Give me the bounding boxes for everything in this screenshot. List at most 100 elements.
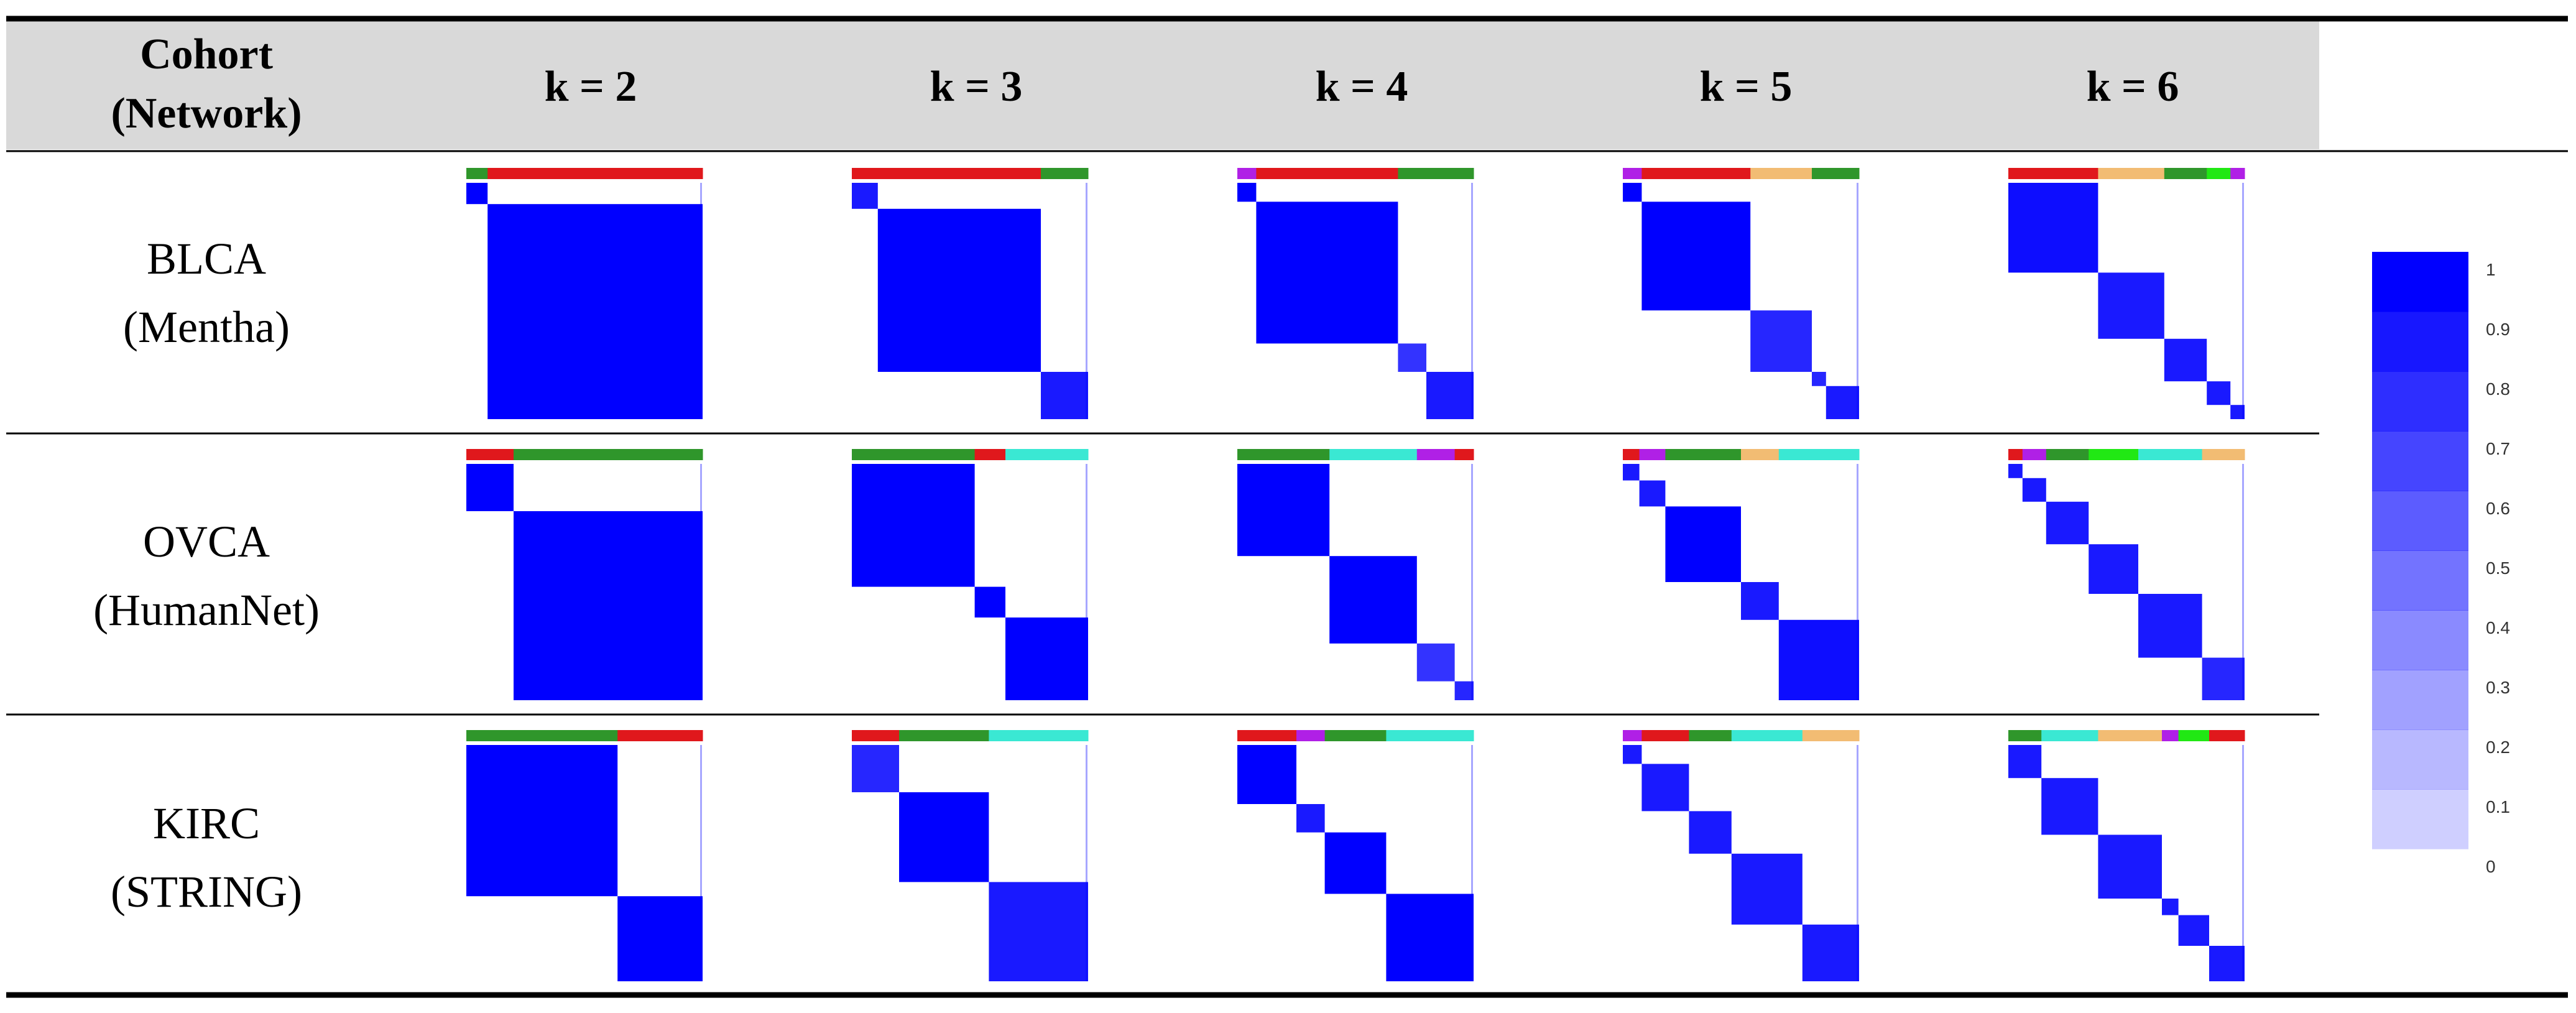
consensus-block <box>1324 832 1387 894</box>
colorbar-tick-label: 0.3 <box>2486 678 2510 697</box>
cluster-bar-segment <box>514 449 703 460</box>
matrix-edge <box>1471 464 1473 700</box>
consensus-block <box>2008 745 2042 779</box>
consensus-matrix-r3-k3 <box>852 730 1089 981</box>
cluster-bar-segment <box>2098 168 2165 179</box>
colorbar-swatch <box>2372 670 2468 730</box>
cluster-bar-segment <box>1426 168 1474 179</box>
consensus-matrix-r2-k3 <box>852 449 1089 700</box>
row-kirc-network: (STRING) <box>111 867 302 917</box>
cluster-bar-segment <box>1237 730 1297 741</box>
cluster-bar-segment <box>2162 730 2179 741</box>
colorbar-tick-label: 0.6 <box>2486 499 2510 518</box>
cluster-bar-segment <box>1641 168 1751 179</box>
cluster-bar-segment <box>974 449 1006 460</box>
consensus-block <box>466 745 618 897</box>
consensus-block <box>1826 386 1859 419</box>
consensus-block <box>1741 582 1779 620</box>
consensus-block <box>1623 183 1642 202</box>
consensus-matrix-r3-k5 <box>1623 730 1860 981</box>
consensus-block <box>466 464 514 511</box>
header-background <box>6 19 2319 149</box>
consensus-matrix-r2-k5 <box>1623 449 1860 700</box>
consensus-block <box>1802 924 1859 981</box>
consensus-block <box>2098 835 2162 899</box>
cluster-bar-segment <box>1665 449 1742 460</box>
cluster-bar-segment <box>1623 730 1642 741</box>
cluster-bar-segment <box>1237 449 1330 460</box>
cluster-bar-segment <box>1778 449 1860 460</box>
cluster-bar-segment <box>1802 730 1860 741</box>
colorbar-swatch <box>2372 371 2468 432</box>
colorbar-swatch <box>2372 312 2468 372</box>
cluster-bar-segment <box>1237 168 1257 179</box>
consensus-block <box>1237 745 1296 804</box>
cluster-bar-segment <box>2138 449 2203 460</box>
cluster-bar-segment <box>1005 449 1089 460</box>
header-cohort-line1: Cohort <box>140 30 273 78</box>
consensus-block <box>1731 853 1803 925</box>
consensus-block <box>2202 657 2245 700</box>
consensus-matrix-r1-k6 <box>2008 168 2245 419</box>
matrix-edge <box>1086 745 1087 981</box>
header-k4: k = 4 <box>1316 63 1408 111</box>
consensus-matrix-r3-k2 <box>466 730 703 981</box>
colorbar-tick-label: 0.5 <box>2486 558 2510 578</box>
cluster-bar-segment <box>466 168 488 179</box>
cluster-bar-segment <box>877 168 1041 179</box>
colorbar-swatch <box>2372 610 2468 670</box>
cluster-bar-segment <box>2178 730 2210 741</box>
matrix-edge <box>1471 183 1473 419</box>
cluster-bar-segment <box>1623 168 1642 179</box>
header-k2: k = 2 <box>545 63 637 111</box>
consensus-block <box>852 183 878 209</box>
matrix-edge <box>1471 745 1473 981</box>
colorbar-tick-label: 0.7 <box>2486 439 2510 458</box>
cluster-bar-segment <box>1386 730 1474 741</box>
consensus-block <box>974 586 1005 618</box>
cluster-bar-segment <box>1454 449 1474 460</box>
consensus-block <box>1812 372 1826 386</box>
matrix-edge <box>1086 464 1087 700</box>
matrix-edge <box>1086 183 1087 419</box>
cluster-bar-segment <box>2209 730 2245 741</box>
consensus-block <box>1623 464 1640 481</box>
cluster-bar-segment <box>2098 730 2163 741</box>
consensus-block <box>487 204 703 419</box>
colorbar-swatch <box>2372 431 2468 491</box>
colorbar-swatch <box>2372 729 2468 790</box>
header-k6: k = 6 <box>2087 63 2179 111</box>
consensus-block <box>899 792 989 882</box>
cluster-bar-segment <box>466 449 514 460</box>
consensus-block <box>1329 556 1417 644</box>
consensus-matrix-r2-k2 <box>466 449 703 700</box>
row-ovca-cohort: OVCA <box>143 517 270 567</box>
consensus-block <box>2022 478 2046 502</box>
colorbar-tick-label: 0 <box>2486 857 2496 876</box>
cluster-bar-segment <box>617 730 703 741</box>
cluster-bar-segment <box>1256 168 1398 179</box>
matrix-edge <box>2242 183 2244 419</box>
cluster-bar-segment <box>1398 168 1427 179</box>
row-ovca-network: (HumanNet) <box>93 585 320 635</box>
consensus-block <box>2008 464 2023 478</box>
matrix-edge <box>700 464 702 700</box>
cluster-bar-segment <box>2164 168 2207 179</box>
consensus-block <box>1398 343 1426 372</box>
cluster-bar-segment <box>2022 449 2047 460</box>
cluster-bar-segment <box>2046 449 2089 460</box>
cluster-bar-segment <box>2008 449 2023 460</box>
header-k3: k = 3 <box>930 63 1023 111</box>
cluster-bar-segment <box>1296 730 1326 741</box>
consensus-block <box>1237 183 1257 202</box>
cluster-bar-segment <box>1641 730 1689 741</box>
consensus-block <box>1386 894 1474 981</box>
consensus-matrix-r1-k2 <box>466 168 703 419</box>
row-blca-network: (Mentha) <box>123 302 290 352</box>
consensus-block <box>852 745 899 792</box>
consensus-block <box>2209 946 2245 981</box>
matrix-edge <box>1857 745 1858 981</box>
cluster-bar-segment <box>2207 168 2231 179</box>
consensus-block <box>877 208 1041 372</box>
consensus-matrix-r1-k5 <box>1623 168 1860 419</box>
